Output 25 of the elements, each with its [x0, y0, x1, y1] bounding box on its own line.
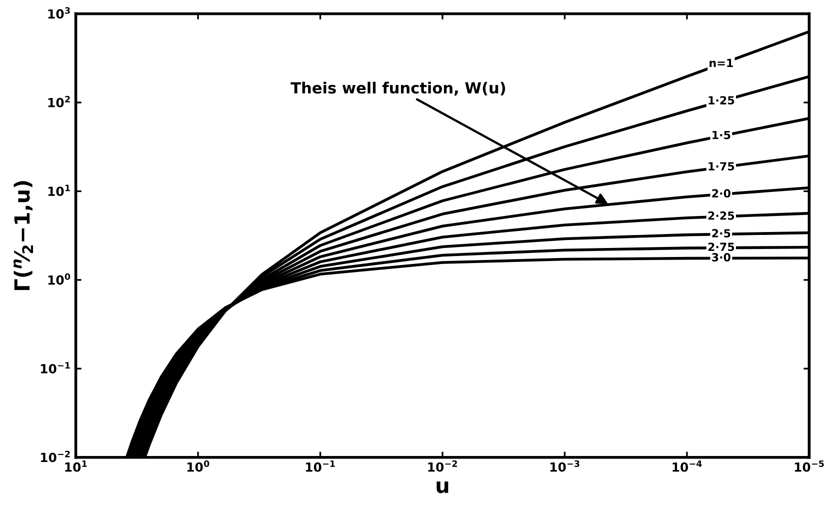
y-tick-label: 10$^{3}$: [48, 7, 70, 19]
series-label: 3·0: [712, 253, 730, 262]
series-label: 1·25: [708, 96, 734, 104]
y-axis-title: Γ($^{n}$⁄$_{2}$−1,u): [13, 181, 33, 290]
y-tick-label: 10$^{0}$: [48, 273, 70, 285]
annotation: Theis well function, W(u): [290, 82, 506, 96]
series-label: 1·5: [712, 130, 730, 140]
series-label: 2·25: [708, 211, 734, 220]
y-tick-label: 10$^{−1}$: [40, 362, 70, 374]
x-tick-label: 10$^{−2}$: [428, 460, 457, 472]
x-tick-label: 10$^{1}$: [65, 460, 87, 472]
series-label: 2·5: [712, 229, 730, 238]
x-tick-label: 10$^{0}$: [187, 460, 210, 472]
x-tick-label: 10$^{−5}$: [794, 460, 824, 472]
series-label: 2·0: [712, 189, 730, 198]
series-label: 2·75: [708, 242, 734, 252]
x-tick-label: 10$^{−4}$: [672, 460, 702, 472]
y-tick-label: 10$^{2}$: [48, 96, 70, 108]
series-label: 1·75: [708, 162, 734, 171]
y-tick-label: 10$^{1}$: [48, 184, 70, 196]
y-tick-label: 10$^{−2}$: [40, 450, 70, 462]
x-tick-label: 10$^{−1}$: [306, 460, 335, 472]
series-label: n=1: [710, 58, 733, 67]
x-tick-label: 10$^{−3}$: [550, 460, 580, 472]
x-axis-title: u: [436, 482, 448, 494]
